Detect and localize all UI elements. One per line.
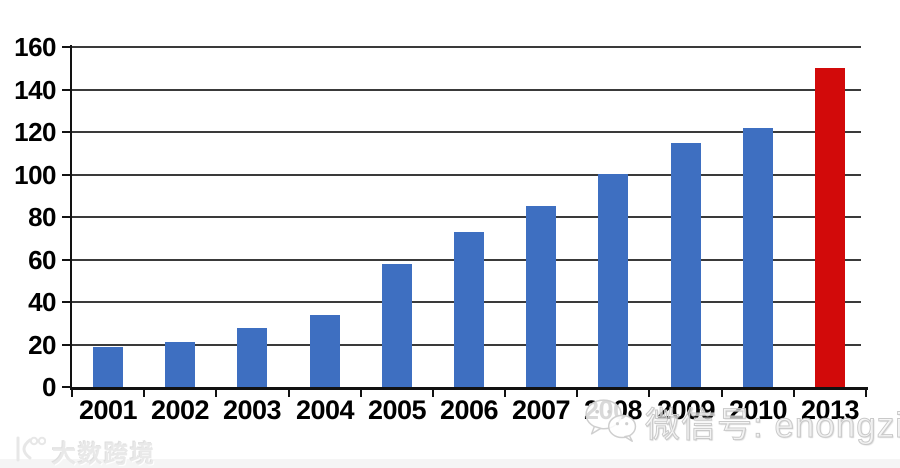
bar-2005 [382,264,412,387]
x-axis-label-2002: 2002 [150,395,210,425]
bar-2010 [743,128,773,387]
x-tick-2 [215,387,217,397]
x-tick-3 [288,387,290,397]
x-tick-0 [71,387,73,397]
x-axis-line [70,387,868,390]
bar-2008 [598,174,628,387]
x-axis-label-2010: 2010 [728,395,788,425]
x-tick-6 [504,387,506,397]
gridline-80 [72,216,861,218]
y-tick-120 [62,131,72,133]
gridline-140 [72,89,861,91]
y-tick-40 [62,301,72,303]
gridline-160 [72,46,861,48]
bar-2009 [671,143,701,387]
y-tick-100 [62,174,72,176]
x-axis-label-2006: 2006 [439,395,499,425]
y-tick-140 [62,89,72,91]
x-axis-label-2005: 2005 [367,395,427,425]
x-axis-label-2008: 2008 [583,395,643,425]
bar-2001 [93,347,123,387]
y-axis-label-140: 140 [14,75,56,105]
y-axis-label-0: 0 [42,372,56,402]
bar-2013 [815,68,845,387]
bar-2004 [310,315,340,387]
y-axis-label-60: 60 [28,245,56,275]
bar-2006 [454,232,484,387]
y-tick-60 [62,259,72,261]
x-tick-7 [576,387,578,397]
bar-2003 [237,328,267,387]
y-tick-80 [62,216,72,218]
gridline-100 [72,174,861,176]
x-tick-5 [432,387,434,397]
y-axis-label-120: 120 [14,117,56,147]
x-axis-label-2007: 2007 [511,395,571,425]
x-axis-label-2001: 2001 [78,395,138,425]
x-tick-8 [648,387,650,397]
x-tick-1 [143,387,145,397]
y-axis-line [70,45,72,389]
bar-2002 [165,342,195,387]
x-tick-4 [360,387,362,397]
x-tick-10 [793,387,795,397]
bar-2007 [526,206,556,387]
x-axis-label-2013: 2013 [800,395,860,425]
y-axis-label-100: 100 [14,160,56,190]
y-axis-label-40: 40 [28,287,56,317]
y-axis-label-160: 160 [14,32,56,62]
x-axis-label-2009: 2009 [656,395,716,425]
x-axis-label-2004: 2004 [295,395,355,425]
y-tick-20 [62,344,72,346]
x-tick-9 [721,387,723,397]
y-tick-0 [62,386,72,388]
y-tick-160 [62,46,72,48]
x-tick-11 [865,387,867,397]
y-axis-label-20: 20 [28,330,56,360]
bottom-band [0,459,900,468]
gridline-120 [72,131,861,133]
x-axis-label-2003: 2003 [222,395,282,425]
y-axis-label-80: 80 [28,202,56,232]
